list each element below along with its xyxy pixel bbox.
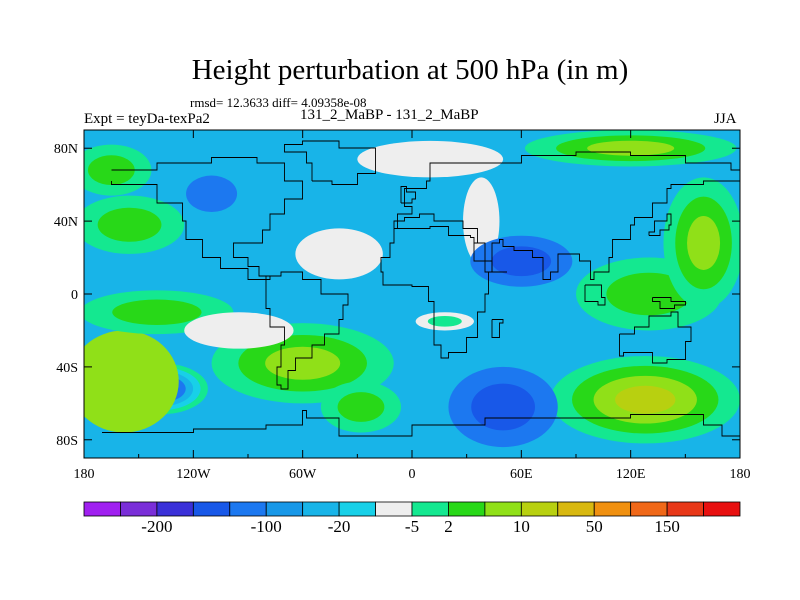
x-tick-label: 180: [74, 467, 95, 482]
center-label: 131_2_MaBP - 131_2_MaBP: [300, 107, 479, 123]
coastline: [400, 186, 416, 204]
colorbar-box: [666, 501, 704, 517]
coastline: [648, 213, 672, 236]
colorbar: -200 -100 -20 -5 2 10 50 150: [83, 501, 741, 536]
contour-region: [687, 215, 721, 270]
contour-region: [295, 228, 383, 280]
coastline: [491, 319, 504, 338]
contour-region: [471, 383, 535, 431]
contour-field: [84, 130, 740, 458]
colorbar-box: [338, 501, 376, 517]
x-axis: 180 120W 60W 0 60E 120E 180: [74, 130, 751, 482]
coastline: [380, 226, 507, 359]
colorbar-box: [83, 501, 121, 517]
colorbar-label: 2: [444, 517, 453, 536]
coastline: [652, 297, 686, 309]
colorbar-box: [302, 501, 340, 517]
contour-region: [491, 246, 552, 277]
colorbar-label: 10: [513, 517, 530, 536]
colorbar-box: [484, 501, 522, 517]
colorbar-box: [411, 501, 449, 517]
y-axis: 80N 40N 0 40S 80S: [54, 142, 740, 449]
contour-region: [265, 346, 341, 380]
colorbar-box: [156, 501, 194, 517]
colorbar-box: [120, 501, 158, 517]
contour-region: [615, 385, 676, 414]
coastline: [284, 140, 376, 185]
colorbar-box: [557, 501, 595, 517]
contour-region: [427, 316, 462, 327]
x-tick-label: 120E: [616, 467, 646, 482]
x-tick-label: 0: [409, 467, 416, 482]
colorbar-label: -200: [141, 517, 172, 536]
colorbar-label: -5: [405, 517, 419, 536]
x-tick-label: 60E: [510, 467, 533, 482]
colorbar-box: [593, 501, 632, 517]
coastline: [393, 151, 740, 280]
experiment-label: Expt = teyDa-texPa2: [84, 111, 210, 127]
y-tick-label: 80S: [56, 434, 78, 449]
contour-region: [606, 272, 692, 316]
x-tick-label: 180: [730, 467, 751, 482]
plot-title: Height perturbation at 500 hPa (in m): [191, 54, 629, 86]
coastline: [111, 157, 303, 280]
colorbar-box: [265, 501, 304, 517]
y-tick-label: 40N: [54, 215, 78, 230]
coastline: [265, 271, 349, 390]
colorbar-box: [375, 501, 413, 517]
contour-region: [87, 155, 135, 185]
stats-label: rmsd= 12.3633 diff= 4.09358e-08: [190, 95, 367, 110]
colorbar-box: [630, 501, 668, 517]
season-label: JJA: [714, 111, 737, 127]
y-tick-label: 80N: [54, 142, 78, 157]
continent-outlines: [102, 140, 740, 440]
colorbar-label: -100: [251, 517, 282, 536]
colorbar-box: [448, 501, 486, 517]
coastline: [619, 311, 692, 364]
contour-region: [186, 175, 238, 212]
x-tick-label: 60W: [289, 467, 317, 482]
contour-region: [337, 392, 385, 422]
contour-region: [84, 330, 179, 433]
colorbar-label: -20: [328, 517, 351, 536]
colorbar-box: [229, 501, 267, 517]
colorbar-label: 50: [586, 517, 603, 536]
colorbar-box: [520, 501, 559, 517]
contour-region: [97, 207, 162, 242]
contour-region: [357, 140, 504, 178]
colorbar-box: [192, 501, 231, 517]
contour-region: [184, 312, 294, 349]
coastline: [102, 410, 740, 440]
contour-region: [112, 299, 202, 325]
y-tick-label: 40S: [56, 361, 78, 376]
colorbar-box: [703, 501, 741, 517]
colorbar-label: 150: [654, 517, 680, 536]
coastline: [584, 284, 606, 306]
x-tick-label: 120W: [176, 467, 211, 482]
y-tick-label: 0: [71, 288, 78, 303]
